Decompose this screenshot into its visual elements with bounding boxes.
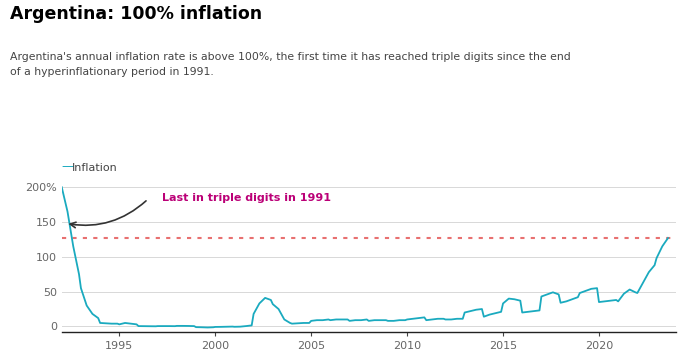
Text: Inflation: Inflation	[72, 163, 118, 173]
Text: Argentina's annual inflation rate is above 100%, the first time it has reached t: Argentina's annual inflation rate is abo…	[10, 52, 571, 76]
Text: Last in triple digits in 1991: Last in triple digits in 1991	[161, 193, 331, 203]
Text: —: —	[62, 160, 74, 173]
Text: Argentina: 100% inflation: Argentina: 100% inflation	[10, 5, 263, 23]
